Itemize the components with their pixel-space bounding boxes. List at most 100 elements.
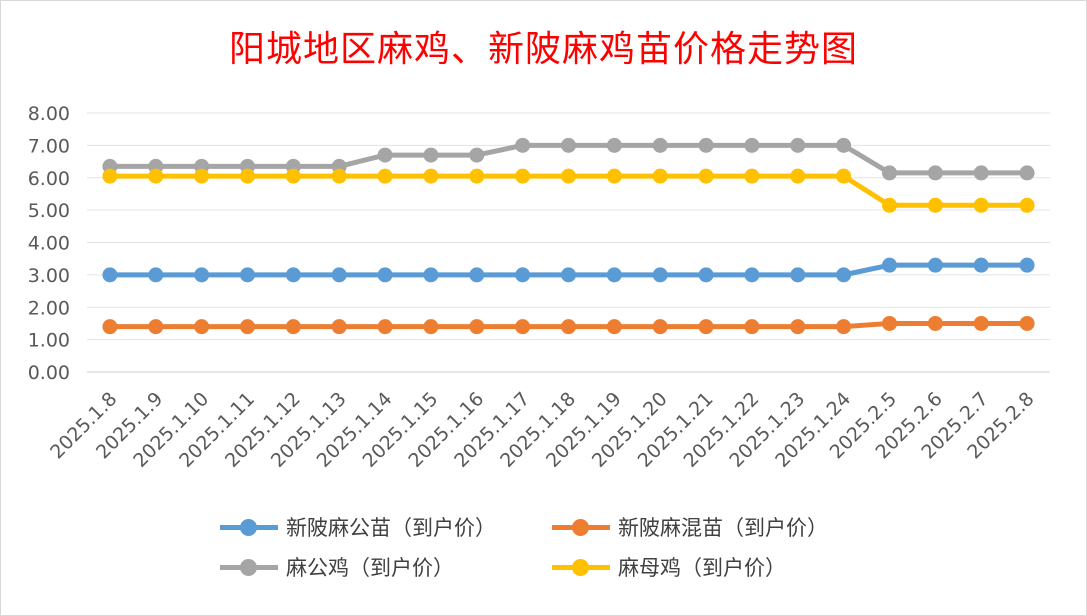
data-point [240, 267, 255, 283]
legend-item-mixed-chick: 新陂麻混苗（到户价） [552, 512, 828, 542]
legend-label: 新陂麻公苗（到户价） [286, 516, 496, 540]
data-point [744, 137, 760, 153]
y-tick-label: 4.00 [28, 233, 70, 255]
data-point [469, 168, 485, 184]
data-point [973, 315, 989, 331]
data-point [652, 137, 668, 153]
data-point [515, 137, 531, 153]
series-0 [102, 257, 1035, 283]
data-point [377, 319, 393, 335]
y-tick-label: 6.00 [28, 168, 70, 190]
legend-marker [220, 557, 278, 577]
y-tick-label: 5.00 [28, 200, 70, 222]
legend-marker [552, 557, 610, 577]
data-point [515, 319, 531, 335]
x-axis-ticks: 2025.1.82025.1.92025.1.102025.1.112025.1… [46, 388, 1039, 472]
data-point [148, 267, 164, 283]
data-point [561, 267, 576, 283]
legend-label: 新陂麻混苗（到户价） [618, 516, 828, 540]
data-point [102, 168, 118, 184]
data-point [285, 168, 301, 184]
data-point [240, 168, 255, 184]
data-point [331, 267, 347, 283]
legend-label: 麻公鸡（到户价） [286, 556, 454, 580]
data-point [194, 267, 210, 283]
data-point [973, 197, 989, 213]
data-point [836, 267, 852, 283]
data-point [561, 137, 576, 153]
data-point [469, 267, 485, 283]
data-point [515, 168, 531, 184]
data-point [423, 147, 439, 163]
legend-label: 麻母鸡（到户价） [618, 556, 786, 580]
legend-dot [572, 559, 589, 576]
legend-dot [240, 559, 257, 576]
data-point [102, 267, 118, 283]
legend-marker [220, 517, 278, 537]
legend-item-hen: 麻母鸡（到户价） [552, 552, 786, 582]
data-point [469, 147, 485, 163]
data-point [285, 319, 301, 335]
y-tick-label: 7.00 [28, 135, 70, 157]
chart-title: 阳城地区麻鸡、新陂麻鸡苗价格走势图 [228, 29, 858, 70]
data-point [331, 168, 347, 184]
data-point [652, 319, 668, 335]
data-point [515, 267, 531, 283]
legend-dot [572, 519, 589, 536]
series-1 [102, 315, 1035, 335]
legend-dot [240, 519, 257, 536]
data-point [606, 267, 622, 283]
legend-marker [552, 517, 610, 537]
data-point [882, 197, 897, 213]
data-point [973, 257, 989, 273]
data-point [606, 168, 622, 184]
data-point [790, 267, 806, 283]
data-point [377, 267, 393, 283]
data-point [698, 137, 714, 153]
data-point [423, 168, 439, 184]
data-point [377, 147, 393, 163]
data-point [285, 267, 301, 283]
data-point [194, 319, 210, 335]
data-point [882, 257, 897, 273]
data-point [927, 197, 943, 213]
legend-item-male-chick: 新陂麻公苗（到户价） [220, 512, 496, 542]
data-point [652, 267, 668, 283]
data-point [790, 137, 806, 153]
y-tick-label: 2.00 [28, 297, 70, 319]
y-tick-label: 8.00 [28, 103, 70, 125]
data-point [927, 165, 943, 181]
data-point [377, 168, 393, 184]
data-point [698, 319, 714, 335]
data-point [927, 315, 943, 331]
data-point [561, 319, 576, 335]
data-point [606, 319, 622, 335]
data-point [1019, 165, 1035, 181]
data-point [882, 315, 897, 331]
data-point [882, 165, 897, 181]
data-point [744, 319, 760, 335]
series-3 [102, 168, 1035, 213]
legend-item-rooster: 麻公鸡（到户价） [220, 552, 454, 582]
data-point [423, 267, 439, 283]
y-tick-label: 0.00 [28, 362, 70, 384]
y-axis-ticks: 0.00 1.00 2.00 3.00 4.00 5.00 6.00 7.00 8.00 [28, 103, 70, 384]
series-layer [102, 137, 1035, 335]
data-point [973, 165, 989, 181]
data-point [790, 168, 806, 184]
data-point [469, 319, 485, 335]
data-point [148, 168, 164, 184]
data-point [927, 257, 943, 273]
data-point [744, 168, 760, 184]
data-point [1019, 257, 1035, 273]
data-point [836, 319, 852, 335]
data-point [148, 319, 164, 335]
data-point [194, 168, 210, 184]
y-tick-label: 1.00 [28, 330, 70, 352]
data-point [240, 319, 255, 335]
data-point [652, 168, 668, 184]
data-point [1019, 315, 1035, 331]
y-tick-label: 3.00 [28, 265, 70, 287]
